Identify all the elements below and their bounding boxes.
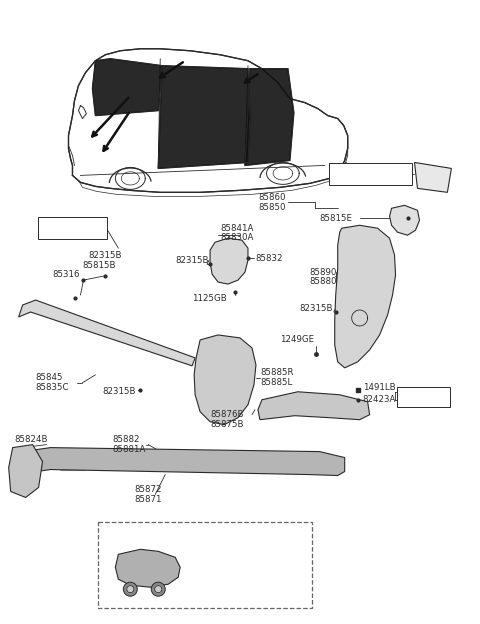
FancyBboxPatch shape xyxy=(37,217,108,239)
Polygon shape xyxy=(258,392,370,420)
Text: 85810: 85810 xyxy=(41,230,68,239)
Circle shape xyxy=(123,582,137,596)
Text: 85858C: 85858C xyxy=(333,167,366,176)
Polygon shape xyxy=(415,162,451,192)
Text: 82315B: 82315B xyxy=(175,256,209,265)
Text: 85890: 85890 xyxy=(310,268,337,276)
Text: 85815B: 85815B xyxy=(83,261,116,270)
FancyBboxPatch shape xyxy=(329,163,412,185)
Text: 82315B: 82315B xyxy=(300,303,333,313)
FancyBboxPatch shape xyxy=(396,387,450,407)
Text: 1125GB: 1125GB xyxy=(192,293,227,303)
Text: 85841A: 85841A xyxy=(220,224,253,233)
Text: 1249GE: 1249GE xyxy=(280,336,314,344)
Polygon shape xyxy=(245,69,294,165)
Text: 85839C: 85839C xyxy=(333,176,366,185)
Polygon shape xyxy=(115,549,180,587)
Circle shape xyxy=(155,586,162,593)
Polygon shape xyxy=(335,225,396,368)
Text: 82423A: 82423A xyxy=(363,395,396,404)
Polygon shape xyxy=(210,238,248,284)
Text: 85845: 85845 xyxy=(36,373,63,383)
Text: 85316: 85316 xyxy=(52,270,80,278)
Text: (LH): (LH) xyxy=(112,535,132,544)
Text: 85850: 85850 xyxy=(258,203,286,212)
Circle shape xyxy=(127,586,134,593)
Text: 85885R: 85885R xyxy=(260,368,293,378)
Polygon shape xyxy=(19,447,345,475)
Polygon shape xyxy=(69,49,348,192)
Text: 85881A: 85881A xyxy=(112,445,146,454)
Text: 85860: 85860 xyxy=(258,193,286,202)
FancyBboxPatch shape xyxy=(98,522,312,608)
Text: 85820: 85820 xyxy=(41,221,68,230)
Text: 85824B: 85824B xyxy=(15,435,48,444)
Text: 85830A: 85830A xyxy=(220,233,253,241)
Polygon shape xyxy=(194,335,256,425)
Text: 82315B: 82315B xyxy=(88,251,122,260)
Text: 82315B: 82315B xyxy=(102,388,136,396)
Polygon shape xyxy=(9,445,43,497)
Text: 85880: 85880 xyxy=(310,276,337,286)
Circle shape xyxy=(151,582,165,596)
Text: 85876B: 85876B xyxy=(210,410,243,419)
Text: 85882: 85882 xyxy=(112,435,140,444)
Text: 85872: 85872 xyxy=(134,485,162,494)
Text: 85875B: 85875B xyxy=(210,420,243,429)
Polygon shape xyxy=(19,300,195,366)
Text: 1491LB: 1491LB xyxy=(363,383,395,392)
Text: 85823: 85823 xyxy=(192,565,220,573)
Text: 85885L: 85885L xyxy=(260,378,292,388)
Text: 85744: 85744 xyxy=(400,392,428,401)
Polygon shape xyxy=(93,59,162,115)
Text: 85832: 85832 xyxy=(255,254,282,263)
Text: 85871: 85871 xyxy=(134,495,162,504)
Text: 85835C: 85835C xyxy=(36,383,69,392)
Polygon shape xyxy=(390,205,420,235)
Polygon shape xyxy=(158,66,250,168)
Text: 85815E: 85815E xyxy=(320,214,353,223)
